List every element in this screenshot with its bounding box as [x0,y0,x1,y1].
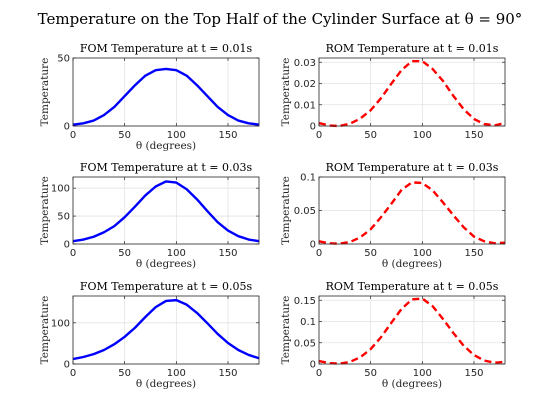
x-tick-label: 100 [413,130,432,141]
x-axis-label: θ (degrees) [382,258,442,270]
axes-box [72,176,260,245]
y-tick-label: 0.02 [294,79,316,90]
x-tick-label: 150 [464,368,483,379]
x-tick-label: 0 [70,368,76,379]
subplot-title: ROM Temperature at t = 0.03s [326,161,499,174]
subplot-title: ROM Temperature at t = 0.05s [326,280,499,293]
figure-title: Temperature on the Top Half of the Cylin… [38,10,523,28]
x-tick-label: 150 [218,368,237,379]
fom-temperature-line [72,298,260,361]
y-tick-label: 0 [64,360,70,371]
y-tick-label: 0 [64,122,70,133]
y-tick-label: 0.1 [300,317,316,328]
subplot-3: 0 50 100 150 0 50 100 FOM Temperature at t = 0.… [39,161,260,270]
subplot-title: FOM Temperature at t = 0.03s [80,161,253,174]
subplot-title: ROM Temperature at t = 0.01s [326,42,499,55]
subplot-1: 0 50 100 150 0 50 FOM Temperature at t = 0.01s… [39,42,260,152]
fom-temperature-line [72,67,260,126]
y-tick-label: 0 [310,360,316,371]
y-axis-label: Temperature [39,296,51,365]
x-axis-label: θ (degrees) [382,378,442,390]
x-tick-label: 50 [364,130,377,141]
subplot-title: FOM Temperature at t = 0.01s [80,42,253,55]
y-tick-label: 0 [310,122,316,133]
y-tick-label: 50 [57,212,70,223]
x-tick-label: 50 [118,130,131,141]
x-tick-label: 0 [316,130,322,141]
subplot-title: FOM Temperature at t = 0.05s [80,280,253,293]
x-tick-label: 0 [70,248,76,259]
x-tick-label: 150 [464,248,483,259]
x-tick-label: 0 [70,130,76,141]
axes-box [318,176,506,245]
subplot-5: 0 50 100 150 0 100 FOM Temperature at t = 0.05… [39,280,260,390]
x-tick-label: 50 [118,248,131,259]
y-axis-label: Temperature [39,176,51,245]
axes-box [72,57,260,127]
x-tick-label: 100 [167,368,186,379]
rom-temperature-line [318,59,506,128]
x-tick-label: 50 [364,248,377,259]
subplot-4: 0 50 100 150 0 0.05 0.1 ROM Temperature at t = … [280,161,506,270]
x-tick-label: 100 [413,248,432,259]
y-tick-label: 0 [64,240,70,251]
x-axis-label: θ (degrees) [136,258,196,270]
plot-area [73,296,259,364]
y-tick-label: 0.03 [294,58,316,69]
y-tick-label: 0.01 [294,100,316,111]
x-axis-label: θ (degrees) [136,378,196,390]
y-tick-label: 0.05 [294,206,316,217]
x-tick-label: 100 [413,368,432,379]
x-tick-label: 0 [316,368,322,379]
subplot-2: 0 50 100 150 0 0.01 0.02 0.03 ROM Temperature at… [280,42,506,141]
y-axis-label: Temperature [39,58,51,127]
y-tick-label: 100 [51,184,70,195]
x-tick-label: 100 [167,248,186,259]
rom-temperature-line [318,181,506,245]
axes-box [72,295,260,365]
plot-area [319,296,505,364]
y-axis-label: Temperature [280,176,292,245]
axes-box [318,57,506,127]
y-tick-label: 0.1 [300,173,316,184]
y-axis-label: Temperature [280,58,292,127]
x-tick-label: 0 [316,248,322,259]
y-tick-label: 100 [51,318,70,329]
x-tick-label: 150 [218,130,237,141]
y-tick-label: 0 [310,240,316,251]
subplot-6: 0 50 100 150 0 0.05 0.1 0.15 ROM Temperature at … [280,280,506,390]
y-tick-label: 0.05 [294,338,316,349]
x-tick-label: 150 [218,248,237,259]
subplot-grid: 0 50 100 150 0 50 FOM Temperature at t = 0.01s… [39,42,506,390]
y-axis-label: Temperature [280,296,292,365]
axes-box [318,295,506,365]
x-tick-label: 150 [464,130,483,141]
fom-temperature-line [72,180,260,243]
plot-area [319,58,505,126]
y-tick-label: 0.15 [294,296,316,307]
x-axis-label: θ (degrees) [136,140,196,152]
x-tick-label: 50 [364,368,377,379]
y-tick-label: 50 [57,54,70,65]
x-tick-label: 50 [118,368,131,379]
x-tick-label: 100 [167,130,186,141]
